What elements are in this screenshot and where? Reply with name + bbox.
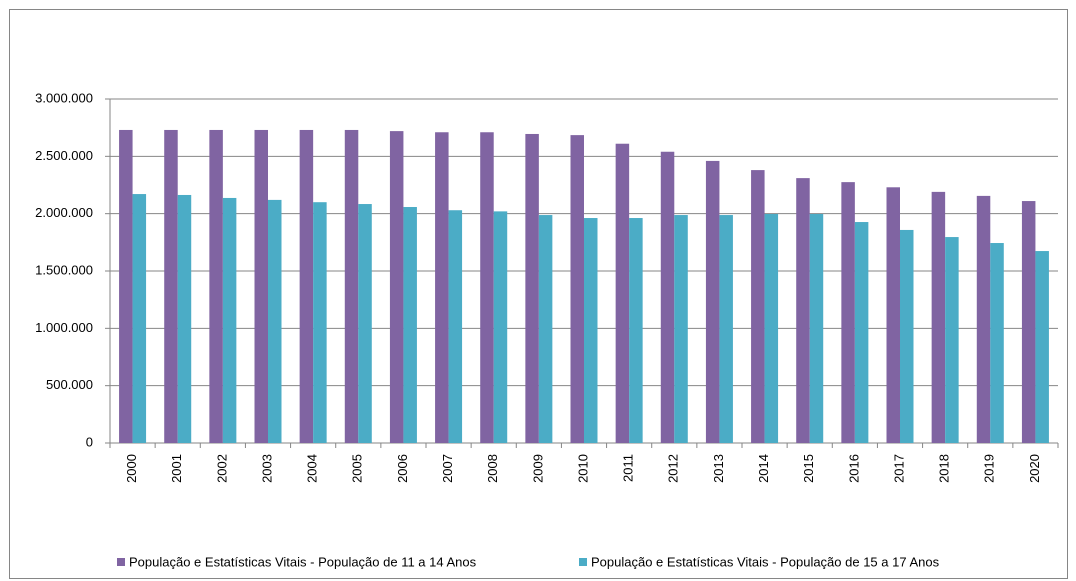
- bar: [629, 218, 643, 443]
- bar: [809, 214, 824, 443]
- bar: [525, 133, 539, 443]
- y-tick-label: 3.000.000: [35, 90, 93, 105]
- y-tick-label: 500.000: [46, 377, 93, 392]
- bar: [448, 210, 463, 443]
- bar: [660, 151, 675, 443]
- bar: [674, 215, 688, 443]
- legend-label: População e Estatísticas Vitais - Popula…: [591, 554, 940, 569]
- x-tick-label: 2011: [621, 454, 636, 482]
- x-tick-label: 2012: [666, 454, 681, 483]
- bar: [615, 143, 630, 443]
- bar: [1035, 251, 1049, 443]
- bar: [719, 215, 733, 443]
- x-tick-label: 2014: [756, 454, 771, 483]
- x-tick-label: 2016: [846, 454, 861, 483]
- x-tick-label: 2003: [259, 454, 274, 483]
- bar: [403, 207, 417, 443]
- bar: [493, 211, 508, 443]
- bar: [854, 222, 869, 443]
- bar: [254, 129, 268, 443]
- bar: [841, 182, 855, 443]
- x-tick-label: 2013: [711, 454, 726, 483]
- x-tick-label: 2008: [485, 454, 500, 483]
- x-tick-label: 2000: [124, 454, 139, 483]
- x-tick-label: 2015: [801, 454, 816, 483]
- bar: [222, 197, 237, 443]
- y-tick-label: 1.500.000: [35, 262, 93, 277]
- bar: [344, 129, 359, 443]
- bar: [132, 194, 147, 443]
- y-tick-label: 2.000.000: [35, 205, 93, 220]
- x-tick-label: 2017: [891, 454, 906, 483]
- bar: [209, 129, 223, 443]
- legend-label: População e Estatísticas Vitais - Popula…: [129, 554, 477, 569]
- bar: [268, 199, 282, 443]
- bar: [764, 214, 779, 443]
- bar: [990, 243, 1004, 443]
- bar: [570, 135, 584, 443]
- x-tick-label: 2020: [1027, 454, 1042, 483]
- y-tick-label: 0: [86, 434, 93, 449]
- bar: [313, 202, 327, 443]
- bar: [584, 218, 598, 443]
- x-tick-label: 2006: [395, 454, 410, 483]
- x-tick-label: 2004: [305, 454, 320, 483]
- x-tick-label: 2009: [530, 454, 545, 483]
- bar: [751, 170, 765, 444]
- bar: [358, 204, 372, 443]
- bar: [796, 178, 810, 443]
- bar: [886, 187, 900, 443]
- bar: [299, 129, 314, 443]
- bar: [1021, 201, 1036, 443]
- bar: [435, 132, 449, 443]
- y-tick-label: 1.000.000: [35, 320, 93, 335]
- bar: [705, 160, 720, 444]
- x-tick-label: 2001: [169, 454, 184, 483]
- x-tick-label: 2019: [982, 454, 997, 483]
- bar: [480, 132, 494, 443]
- bar: [931, 191, 946, 443]
- bar: [177, 194, 192, 443]
- x-tick-label: 2018: [937, 454, 952, 483]
- bar: [164, 129, 178, 443]
- bar: [389, 131, 404, 443]
- bar: [900, 229, 914, 443]
- bar: [976, 195, 991, 443]
- legend-swatch: [117, 558, 125, 566]
- y-tick-label: 2.500.000: [35, 148, 93, 163]
- legend-swatch: [579, 558, 587, 566]
- x-tick-label: 2005: [350, 454, 365, 483]
- x-tick-label: 2002: [214, 454, 229, 483]
- bar: [945, 237, 959, 443]
- bar: [119, 129, 133, 443]
- x-tick-label: 2007: [440, 454, 455, 483]
- bar: [538, 215, 553, 443]
- x-tick-label: 2010: [575, 454, 590, 483]
